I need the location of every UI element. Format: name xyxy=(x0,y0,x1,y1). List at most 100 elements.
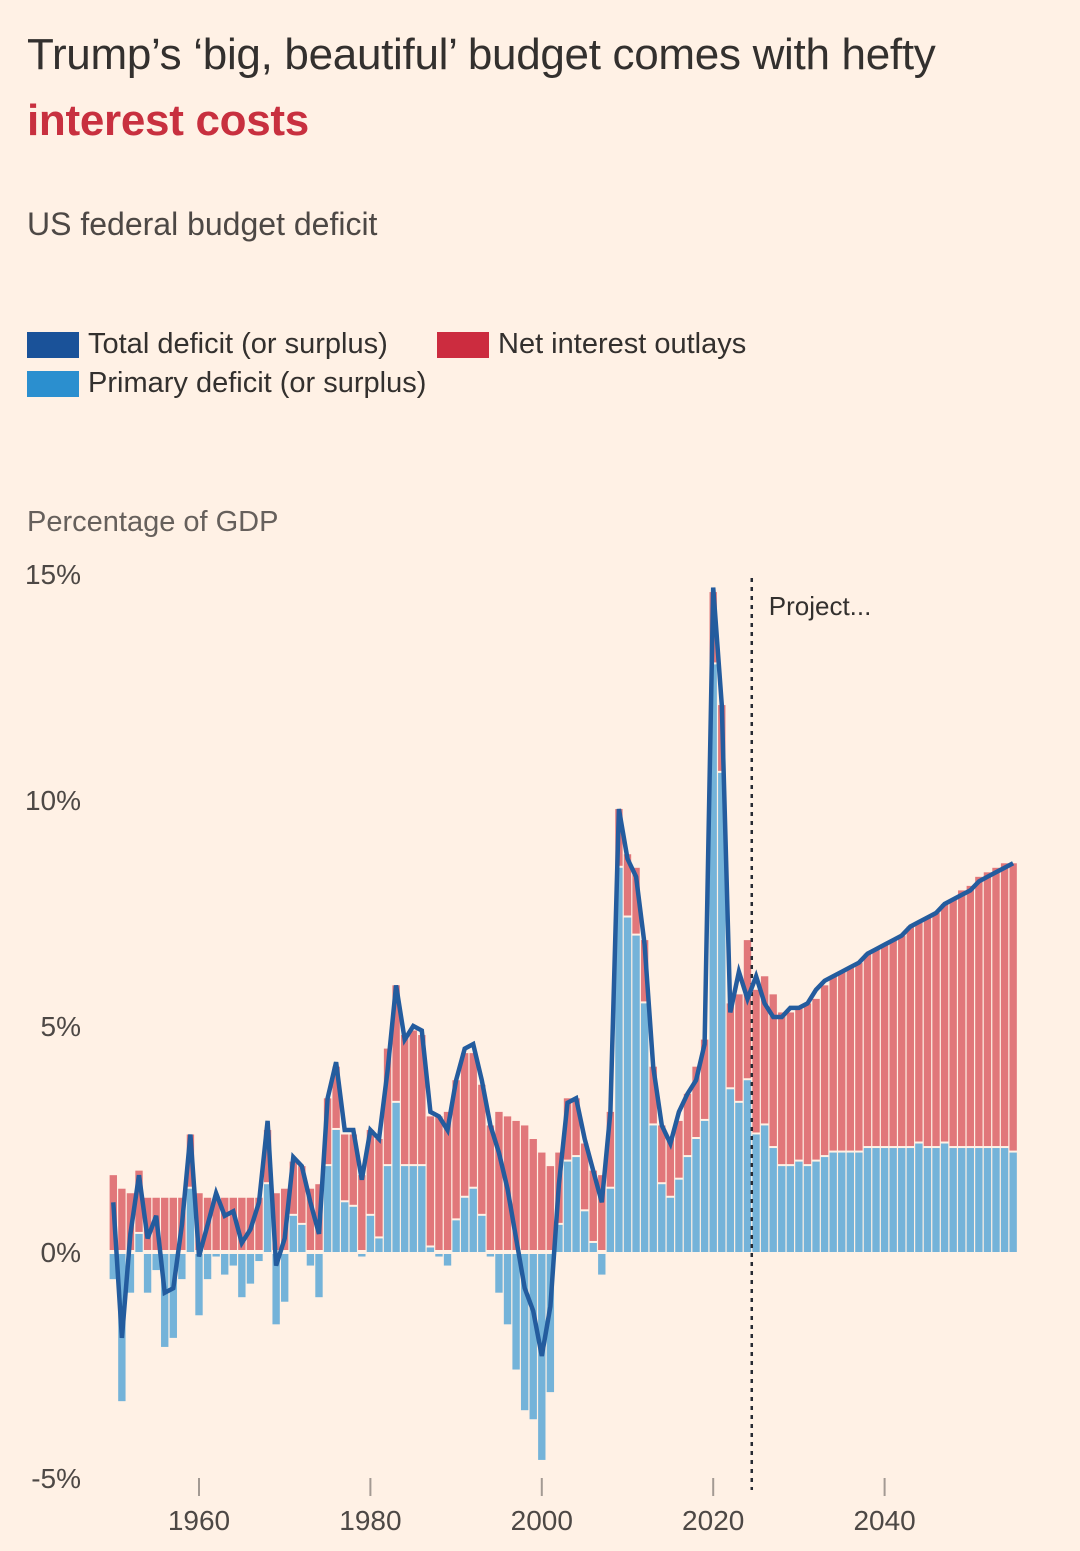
primary-bar xyxy=(589,1242,597,1252)
interest-bar xyxy=(726,1003,735,1088)
interest-bar xyxy=(658,1125,666,1183)
primary-bar xyxy=(486,1254,495,1257)
primary-bar xyxy=(820,1157,829,1252)
interest-bar xyxy=(958,890,966,1147)
interest-bar xyxy=(898,935,906,1147)
primary-bar xyxy=(829,1152,837,1252)
interest-bar xyxy=(666,1139,675,1196)
primary-bar xyxy=(281,1254,289,1302)
x-tick-label: 2020 xyxy=(682,1505,744,1536)
x-tick-label: 1960 xyxy=(168,1505,230,1536)
primary-bar xyxy=(940,1143,949,1252)
chart-subtitle: US federal budget deficit xyxy=(27,206,378,242)
interest-bar xyxy=(400,1035,409,1165)
primary-bar xyxy=(872,1148,880,1252)
primary-bar xyxy=(752,1134,760,1252)
primary-bar xyxy=(392,1102,400,1252)
primary-bar xyxy=(975,1148,983,1252)
y-axis-ticks: 15% 10% 5% 0% -5% xyxy=(25,559,81,1494)
interest-bar xyxy=(606,1111,615,1187)
primary-bar xyxy=(238,1254,246,1298)
interest-bar xyxy=(1000,863,1009,1147)
primary-bar xyxy=(289,1215,297,1252)
interest-bar xyxy=(478,1084,486,1214)
primary-bar xyxy=(658,1184,666,1252)
interest-bar xyxy=(486,1125,495,1250)
primary-bar xyxy=(383,1166,392,1252)
primary-bar xyxy=(992,1148,1000,1252)
interest-bar xyxy=(460,1053,469,1196)
primary-bar xyxy=(135,1233,143,1252)
primary-bar xyxy=(529,1254,537,1420)
primary-bar xyxy=(615,867,623,1252)
interest-bar xyxy=(375,1139,383,1237)
primary-bar xyxy=(221,1254,229,1275)
interest-bar xyxy=(846,967,855,1151)
primary-bar xyxy=(606,1188,615,1252)
primary-bar xyxy=(649,1125,657,1252)
primary-bar xyxy=(520,1254,529,1411)
interest-bar xyxy=(255,1197,263,1250)
interest-bar xyxy=(392,985,400,1101)
primary-bar xyxy=(949,1148,957,1252)
primary-bar xyxy=(203,1254,212,1280)
legend-swatch-total xyxy=(27,331,79,358)
legend-swatch-primary xyxy=(27,370,79,397)
y-tick-label: -5% xyxy=(31,1463,81,1494)
interest-bar xyxy=(975,876,983,1147)
interest-bar xyxy=(906,926,914,1147)
legend-label-interest: Net interest outlays xyxy=(498,328,747,360)
primary-bar xyxy=(880,1148,889,1252)
primary-bar xyxy=(915,1143,923,1252)
primary-bar xyxy=(546,1254,555,1393)
primary-bar xyxy=(743,1080,752,1252)
legend-item-primary: Primary deficit (or surplus) xyxy=(27,367,426,400)
interest-bar xyxy=(1009,863,1017,1151)
legend-item-interest: Net interest outlays xyxy=(437,328,746,361)
interest-bar xyxy=(298,1166,306,1223)
primary-bar xyxy=(889,1148,897,1252)
interest-bar xyxy=(966,885,974,1147)
y-axis-label: Percentage of GDP xyxy=(27,506,279,538)
interest-bar xyxy=(272,1193,280,1250)
projection-label: Project... xyxy=(769,591,872,621)
primary-bar xyxy=(323,1166,332,1252)
x-tick-label: 2000 xyxy=(511,1505,573,1536)
primary-bar xyxy=(692,1139,700,1252)
interest-bar xyxy=(349,1134,357,1205)
interest-bar xyxy=(332,1066,340,1128)
primary-bar xyxy=(255,1254,263,1262)
interest-bar xyxy=(649,1066,657,1124)
primary-bar xyxy=(1000,1148,1009,1252)
interest-bar xyxy=(692,1066,700,1137)
primary-bar xyxy=(958,1148,966,1252)
interest-bar xyxy=(306,1188,315,1250)
interest-bar xyxy=(949,899,957,1147)
primary-bar xyxy=(932,1148,940,1252)
x-tick-label: 1980 xyxy=(339,1505,401,1536)
primary-bar xyxy=(409,1166,417,1252)
primary-bar xyxy=(760,1125,769,1252)
interest-bar xyxy=(572,1098,580,1156)
primary-bar xyxy=(375,1238,383,1252)
interest-bar xyxy=(195,1193,203,1250)
primary-bar xyxy=(341,1202,349,1252)
bars-layer xyxy=(109,592,1017,1460)
interest-bar xyxy=(426,1116,435,1246)
primary-bar xyxy=(298,1224,306,1252)
interest-bar xyxy=(675,1120,683,1178)
primary-bar xyxy=(418,1166,426,1252)
interest-bar xyxy=(992,867,1000,1147)
primary-bar xyxy=(983,1148,992,1252)
legend-label-total: Total deficit (or surplus) xyxy=(88,328,388,360)
interest-bar xyxy=(452,1080,460,1219)
interest-bar xyxy=(238,1197,246,1250)
interest-bar xyxy=(889,940,897,1147)
primary-bar xyxy=(512,1254,520,1370)
primary-bar xyxy=(966,1148,974,1252)
interest-bar xyxy=(229,1197,237,1250)
primary-bar xyxy=(315,1254,323,1298)
primary-bar xyxy=(838,1152,846,1252)
interest-bar xyxy=(880,944,889,1147)
primary-bar xyxy=(229,1254,237,1266)
